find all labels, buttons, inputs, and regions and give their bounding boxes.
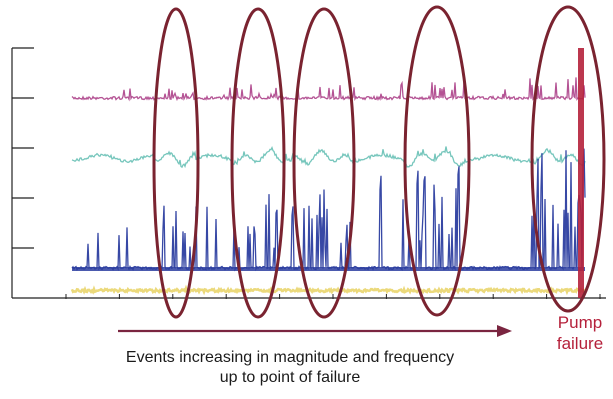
chart-series-group bbox=[70, 77, 587, 296]
event-marker-ellipse bbox=[403, 5, 471, 317]
annotation-line-1: Events increasing in magnitude and frequ… bbox=[125, 349, 455, 366]
series-line bbox=[71, 77, 586, 102]
annotation-arrow-head bbox=[497, 325, 512, 337]
event-marker-ellipse bbox=[530, 5, 606, 313]
event-marker-ellipse bbox=[292, 7, 356, 319]
pump-failure-line-1: Pump bbox=[557, 313, 603, 332]
pump-failure-label: Pump failure bbox=[548, 312, 612, 354]
pump-failure-line bbox=[578, 48, 584, 298]
series-line bbox=[71, 148, 586, 272]
pump-failure-line-2: failure bbox=[556, 334, 604, 353]
annotation-arrow-group bbox=[118, 325, 512, 337]
annotation-line-2: up to point of failure bbox=[219, 369, 361, 386]
series-line bbox=[70, 284, 587, 296]
failure-line-group bbox=[578, 48, 584, 298]
event-marker-ellipse bbox=[152, 7, 200, 319]
event-markers-group bbox=[152, 5, 606, 319]
chart-axes bbox=[11, 47, 606, 299]
series-line bbox=[71, 146, 586, 169]
annotation-caption: Events increasing in magnitude and frequ… bbox=[50, 348, 530, 388]
event-marker-ellipse bbox=[230, 7, 286, 319]
